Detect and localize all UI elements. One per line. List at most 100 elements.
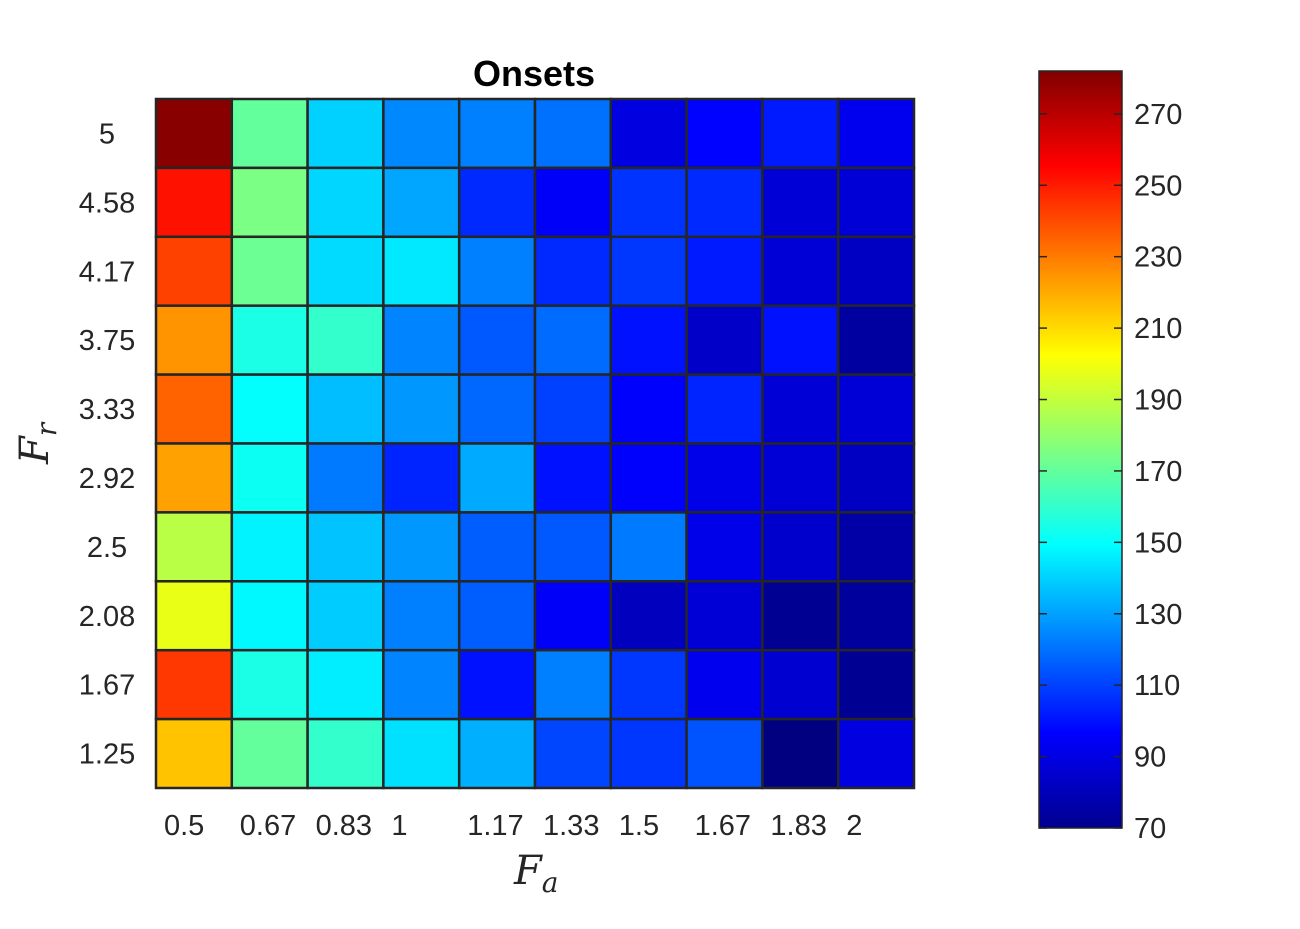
heatmap-cell xyxy=(306,97,385,170)
y-tick-label: 1.25 xyxy=(79,739,135,771)
heatmap-cell xyxy=(154,580,234,652)
heatmap-cell xyxy=(836,373,916,445)
heatmap-cell xyxy=(685,511,764,583)
heatmap-cell xyxy=(761,511,840,583)
heatmap-cell xyxy=(230,442,309,514)
colorbar-tick-label: 130 xyxy=(1134,599,1182,631)
heatmap-cell xyxy=(533,442,613,514)
heatmap-cell xyxy=(685,235,764,307)
heatmap-cell xyxy=(533,580,613,652)
heatmap-cell xyxy=(154,717,234,790)
heatmap-cell xyxy=(609,373,688,445)
heatmap-cell xyxy=(382,717,461,790)
heatmap-cell xyxy=(457,511,537,583)
heatmap-cell xyxy=(533,373,613,445)
colorbar-tick-label: 210 xyxy=(1134,313,1182,345)
heatmap-cell xyxy=(533,304,613,376)
heatmap-cell xyxy=(685,304,764,376)
heatmap-cell xyxy=(609,304,688,376)
heatmap-cell xyxy=(836,97,916,170)
heatmap-cell xyxy=(457,580,537,652)
heatmap-cell xyxy=(609,580,688,652)
heatmap-cell xyxy=(685,717,764,790)
heatmap-cell xyxy=(382,97,461,170)
y-tick-label: 4.17 xyxy=(79,256,135,288)
x-tick-label: 1.67 xyxy=(695,810,751,842)
x-tick-label: 0.67 xyxy=(240,810,296,842)
heatmap-cell xyxy=(230,648,309,721)
x-tick-labels: 0.5 0.67 0.83 1 1.17 1.33 1.5 1.67 1.83 2 xyxy=(164,810,862,842)
colorbar-tick-label: 90 xyxy=(1134,742,1166,774)
y-tick-label: 2.08 xyxy=(79,601,135,633)
heatmap-cell xyxy=(609,511,688,583)
heatmap-cell xyxy=(761,648,840,721)
colorbar-tick-label: 190 xyxy=(1134,385,1182,417)
y-tick-label: 3.33 xyxy=(79,394,135,426)
heatmap-cell xyxy=(457,304,537,376)
heatmap-cell xyxy=(457,166,537,239)
y-tick-label: 3.75 xyxy=(79,325,135,357)
heatmap-cell xyxy=(154,166,234,239)
heatmap-cell xyxy=(154,373,234,445)
x-tick-label: 1 xyxy=(391,810,407,842)
heatmap-cell xyxy=(382,304,461,376)
heatmap-cell xyxy=(382,235,461,307)
heatmap-cell xyxy=(761,304,840,376)
heatmap-cell xyxy=(230,511,309,583)
heatmap-cell xyxy=(306,511,385,583)
heatmap-cell xyxy=(761,373,840,445)
x-tick-label: 0.5 xyxy=(164,810,204,842)
heatmap-cell xyxy=(836,648,916,721)
heatmap-cell xyxy=(836,166,916,239)
colorbar-tick-label: 250 xyxy=(1134,170,1182,202)
heatmap-cell xyxy=(836,304,916,376)
heatmap-cell xyxy=(457,235,537,307)
heatmap-cell xyxy=(533,166,613,239)
heatmap-cell xyxy=(154,304,234,376)
heatmap-cell xyxy=(761,717,840,790)
heatmap-cell xyxy=(230,166,309,239)
heatmap-cell xyxy=(154,442,234,514)
y-tick-label: 5 xyxy=(99,118,115,150)
heatmap-cell xyxy=(685,97,764,170)
x-tick-label: 2 xyxy=(846,810,862,842)
y-tick-label: 1.67 xyxy=(79,670,135,702)
heatmap-cell xyxy=(306,648,385,721)
heatmap-cell xyxy=(382,442,461,514)
heatmap-cell xyxy=(533,511,613,583)
heatmap-cell xyxy=(685,373,764,445)
heatmap-cell xyxy=(230,373,309,445)
y-tick-label: 4.58 xyxy=(79,187,135,219)
x-tick-label: 1.33 xyxy=(543,810,599,842)
x-tick-label: 1.83 xyxy=(770,810,826,842)
heatmap-cell xyxy=(457,442,537,514)
heatmap-cell xyxy=(306,235,385,307)
heatmap-cell xyxy=(761,235,840,307)
y-axis-label: Fr xyxy=(12,421,63,465)
heatmap-cell xyxy=(836,442,916,514)
heatmap-cell xyxy=(685,442,764,514)
heatmap-cell xyxy=(457,648,537,721)
y-tick-label: 2.5 xyxy=(87,532,127,564)
heatmap-cells xyxy=(154,97,916,790)
heatmap-cell xyxy=(761,166,840,239)
heatmap-cell xyxy=(685,580,764,652)
heatmap-cell xyxy=(382,580,461,652)
x-tick-label: 0.83 xyxy=(316,810,372,842)
heatmap-cell xyxy=(154,235,234,307)
heatmap-cell xyxy=(609,442,688,514)
heatmap-cell xyxy=(836,580,916,652)
heatmap-cell xyxy=(761,580,840,652)
heatmap-cell xyxy=(533,717,613,790)
heatmap-cell xyxy=(306,166,385,239)
heatmap-cell xyxy=(154,648,234,721)
heatmap-cell xyxy=(230,717,309,790)
heatmap-cell xyxy=(533,97,613,170)
colorbar-tick-label: 110 xyxy=(1134,670,1180,702)
heatmap-cell xyxy=(306,442,385,514)
y-tick-label: 2.92 xyxy=(79,463,135,495)
colorbar-tick-label: 270 xyxy=(1134,99,1182,131)
chart-title: Onsets xyxy=(473,53,595,94)
x-tick-label: 1.17 xyxy=(467,810,523,842)
